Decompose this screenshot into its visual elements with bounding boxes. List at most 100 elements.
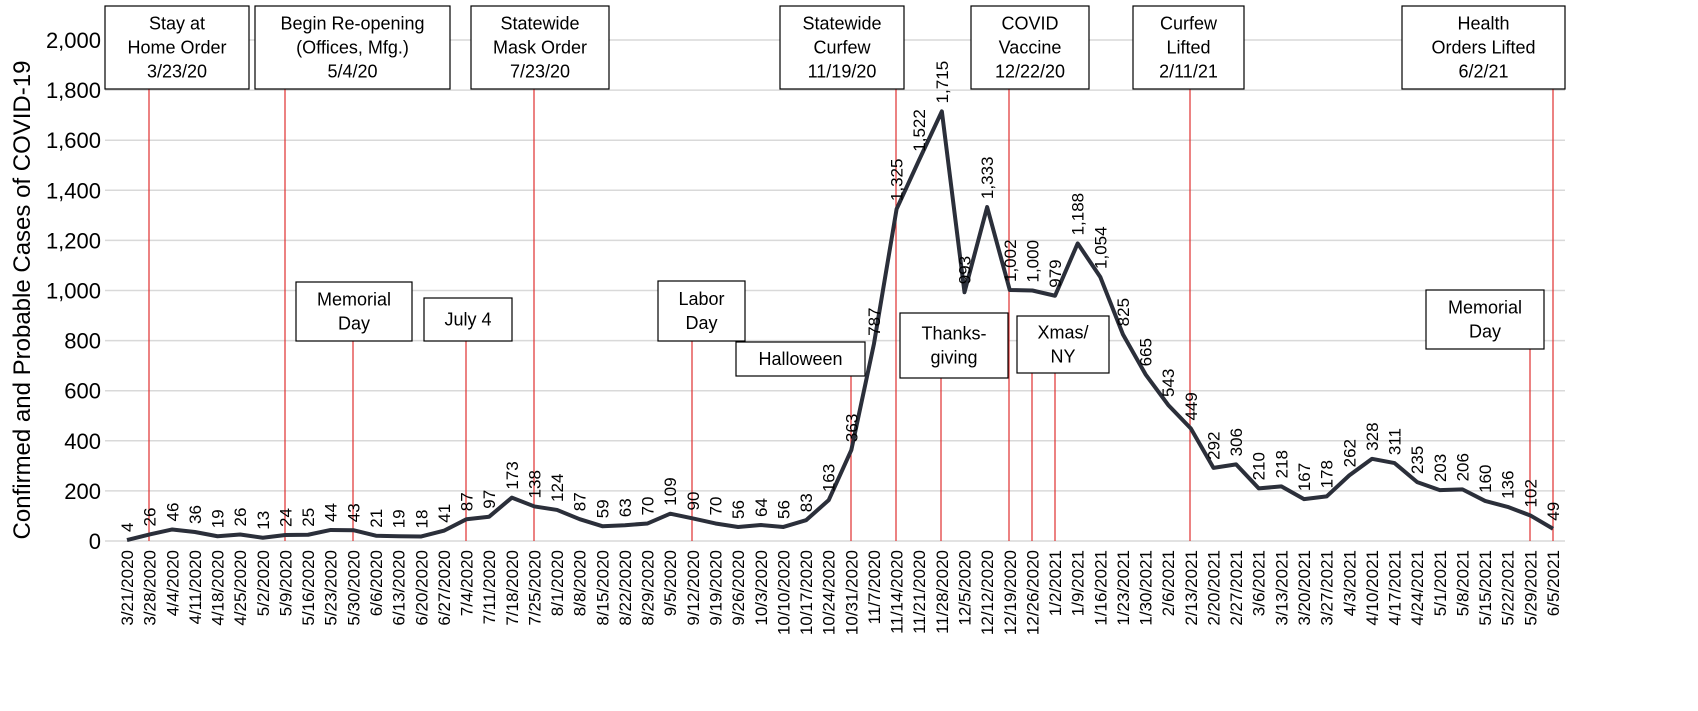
data-label: 24 xyxy=(276,508,295,527)
x-tick-label: 5/23/2020 xyxy=(322,550,341,626)
x-tick-label: 4/11/2020 xyxy=(186,550,205,624)
annotation-text: Mask Order xyxy=(493,38,587,58)
y-axis-title: Confirmed and Probable Cases of COVID-19 xyxy=(9,61,36,540)
data-label: 1,002 xyxy=(1001,239,1020,282)
data-label: 19 xyxy=(209,509,228,528)
x-tick-label: 3/27/2021 xyxy=(1318,550,1337,626)
data-label: 292 xyxy=(1204,431,1223,459)
x-tick-label: 2/6/2021 xyxy=(1159,550,1178,616)
annotation-text: 5/4/20 xyxy=(327,62,377,82)
data-label: 160 xyxy=(1476,465,1495,493)
annotation-box xyxy=(254,5,451,90)
x-tick-label: 5/29/2021 xyxy=(1521,550,1540,626)
data-label: 19 xyxy=(390,509,409,528)
data-label: 979 xyxy=(1046,259,1065,287)
y-tick-label: 1,200 xyxy=(46,228,101,253)
annotation-box xyxy=(295,281,413,342)
data-label: 167 xyxy=(1295,463,1314,491)
data-label: 97 xyxy=(480,490,499,509)
annotation-text: 6/2/21 xyxy=(1458,62,1508,82)
line xyxy=(126,109,1555,542)
annotation-text: Vaccine xyxy=(999,38,1062,58)
data-label: 124 xyxy=(548,474,567,502)
data-label: 136 xyxy=(1499,471,1518,499)
annotation-text: Stay at xyxy=(149,14,205,34)
annotation-text: Home Order xyxy=(127,38,226,58)
data-label: 993 xyxy=(955,256,974,284)
y-tick-label: 800 xyxy=(64,329,101,354)
data-label: 64 xyxy=(752,498,771,517)
data-label: 25 xyxy=(299,508,318,527)
x-tick-label: 7/11/2020 xyxy=(480,550,499,624)
annotation-text: Day xyxy=(1469,322,1501,342)
x-tick-label: 12/19/2020 xyxy=(1001,550,1020,635)
data-label: 163 xyxy=(820,464,839,492)
x-tick-label: 4/24/2021 xyxy=(1408,550,1427,626)
data-label: 43 xyxy=(344,503,363,522)
annotation-text: (Offices, Mfg.) xyxy=(296,38,409,58)
x-tick-label: 5/30/2020 xyxy=(344,550,363,626)
data-label: 235 xyxy=(1408,446,1427,474)
annotation-text: Health xyxy=(1457,14,1509,34)
data-label: 44 xyxy=(322,503,341,522)
annotation-text: 7/23/20 xyxy=(510,62,570,82)
x-tick-label: 7/4/2020 xyxy=(458,550,477,616)
annotation-text: Labor xyxy=(678,289,724,309)
annotation-box xyxy=(1016,315,1110,374)
data-label: 173 xyxy=(503,461,522,489)
x-tick-label: 4/3/2021 xyxy=(1340,550,1359,616)
x-tick-label: 1/2/2021 xyxy=(1046,550,1065,616)
data-label: 90 xyxy=(684,492,703,511)
data-label: 1,000 xyxy=(1023,240,1042,283)
annotation-box xyxy=(657,280,746,342)
x-tick-label: 2/20/2021 xyxy=(1204,550,1223,626)
annotation-box xyxy=(104,5,250,90)
data-label: 63 xyxy=(616,498,635,517)
annotation-box xyxy=(1132,5,1245,90)
x-tick-label: 1/16/2021 xyxy=(1091,550,1110,626)
data-label: 138 xyxy=(525,470,544,498)
annotation-box xyxy=(970,5,1090,90)
data-label: 1,333 xyxy=(978,157,997,200)
x-tick-label: 4/25/2020 xyxy=(231,550,250,626)
x-tick-label: 3/13/2021 xyxy=(1272,550,1291,626)
data-label: 543 xyxy=(1159,369,1178,397)
data-label: 87 xyxy=(458,492,477,511)
x-tick-label: 3/28/2020 xyxy=(141,550,160,626)
x-tick-label: 3/6/2021 xyxy=(1250,550,1269,616)
data-label: 70 xyxy=(707,497,726,516)
x-tick-label: 2/13/2021 xyxy=(1182,550,1201,626)
y-tick-label: 1,400 xyxy=(46,178,101,203)
x-tick-label: 7/18/2020 xyxy=(503,550,522,626)
x-tick-label: 11/21/2020 xyxy=(910,550,929,634)
x-tick-label: 10/24/2020 xyxy=(820,550,839,635)
annotation-text: Curfew xyxy=(813,38,871,58)
data-label: 83 xyxy=(797,493,816,512)
annotation-text: July 4 xyxy=(444,310,491,330)
x-tick-label: 4/18/2020 xyxy=(209,550,228,626)
x-tick-label: 4/10/2021 xyxy=(1363,550,1382,626)
x-tick-label: 4/4/2020 xyxy=(163,550,182,616)
data-label: 59 xyxy=(593,499,612,518)
data-label: 1,522 xyxy=(910,109,929,152)
annotation-text: Day xyxy=(685,313,717,333)
x-tick-label: 3/21/2020 xyxy=(118,550,137,626)
data-label: 825 xyxy=(1114,298,1133,326)
annotation-text: 11/19/20 xyxy=(808,62,877,82)
x-tick-label: 1/23/2021 xyxy=(1114,550,1133,626)
annotation-text: 2/11/21 xyxy=(1159,62,1218,82)
x-tick-label: 6/13/2020 xyxy=(390,550,409,626)
data-label: 210 xyxy=(1250,452,1269,480)
data-label: 41 xyxy=(435,504,454,523)
x-tick-label: 9/5/2020 xyxy=(661,550,680,616)
x-tick-label: 12/5/2020 xyxy=(955,550,974,626)
x-tick-label: 6/27/2020 xyxy=(435,550,454,626)
x-tick-label: 6/6/2020 xyxy=(367,550,386,616)
annotation-text: Memorial xyxy=(1448,298,1522,318)
x-tick-label: 8/29/2020 xyxy=(639,550,658,626)
data-label: 1,325 xyxy=(888,159,907,202)
data-label: 109 xyxy=(661,477,680,505)
x-tick-label: 5/22/2021 xyxy=(1499,550,1518,626)
annotation-box xyxy=(1401,5,1566,90)
